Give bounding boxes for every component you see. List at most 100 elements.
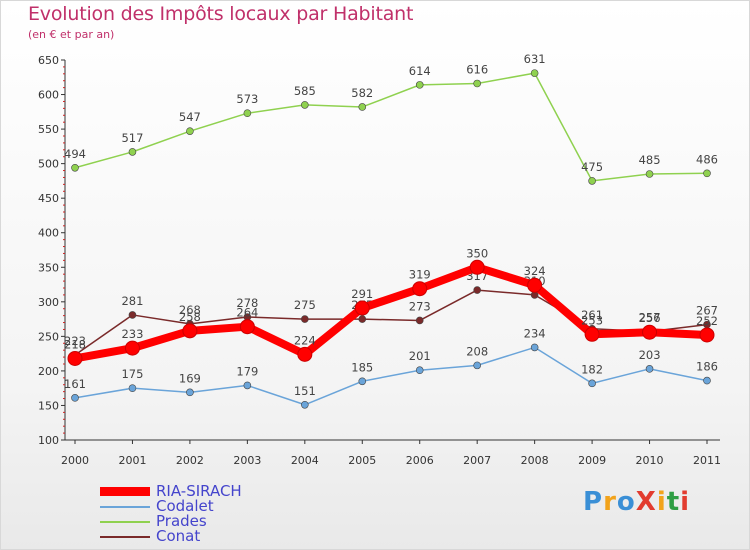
data-label-prades: 485 [639,153,661,167]
series-line-ria-sirach [74,263,708,363]
data-point-ria-sirach [67,350,83,366]
data-point-prades [71,163,79,172]
data-label-ria-sirach: 291 [351,287,373,301]
y-tick-label: 450 [38,192,59,205]
data-label-prades: 573 [236,92,258,106]
x-tick-label: 2010 [636,454,664,467]
data-label-ria-sirach: 264 [236,306,258,320]
data-label-codalet: 182 [581,362,603,376]
data-point-codalet [415,366,424,375]
x-tick-label: 2008 [521,454,549,467]
data-label-conat: 223 [64,334,86,348]
data-label-prades: 517 [121,131,143,145]
data-point-prades [530,69,539,77]
data-point-ria-sirach [699,327,715,343]
y-tick-label: 150 [38,399,59,412]
data-label-conat: 267 [696,304,718,318]
chart-title: Evolution des Impôts locaux par Habitant [28,3,414,25]
x-tick-label: 2003 [233,454,261,467]
legend-swatch-prades [100,521,150,523]
data-point-ria-sirach [354,300,370,316]
x-tick-label: 2004 [291,454,319,467]
logo-letter: r [603,487,617,517]
data-point-conat [473,286,481,294]
data-point-codalet [703,376,711,385]
data-point-prades [588,177,596,185]
logo-letter: i [656,487,667,517]
series-line-conat [74,289,708,356]
data-label-ria-sirach: 258 [179,310,201,324]
data-label-conat: 278 [236,296,258,310]
data-point-ria-sirach [412,281,428,297]
proxiti-logo: ProXiti [583,487,690,517]
data-point-codalet [588,379,596,388]
y-tick-label: 600 [38,89,59,102]
y-tick-label: 100 [38,434,59,447]
logo-letter: P [583,487,604,517]
data-point-prades [415,81,424,89]
data-label-codalet: 208 [466,344,488,358]
data-point-prades [186,127,194,135]
series-line-codalet [74,346,708,406]
legend-label-codalet: Codalet [156,497,214,515]
data-point-prades [358,103,367,111]
data-label-prades: 486 [696,152,718,166]
data-point-codalet [186,388,194,397]
data-point-conat [128,311,137,319]
data-label-codalet: 179 [236,364,258,378]
data-point-prades [645,170,654,178]
data-point-ria-sirach [124,340,140,356]
y-tick-label: 250 [38,330,59,343]
y-tick-label: 300 [38,296,59,309]
data-label-conat: 257 [639,311,661,325]
data-label-prades: 475 [581,160,603,174]
x-tick-label: 2007 [463,454,491,467]
data-point-codalet [243,381,252,390]
x-tick-label: 2000 [61,454,89,467]
y-tick-label: 350 [38,261,59,274]
data-label-conat: 273 [409,299,431,313]
data-point-codalet [530,343,539,352]
data-point-prades [703,169,711,178]
data-label-ria-sirach: 253 [581,313,603,327]
data-point-conat [358,315,367,323]
data-label-prades: 494 [64,147,86,161]
data-label-codalet: 185 [351,360,373,374]
x-tick-label: 2011 [693,454,721,467]
data-point-ria-sirach [527,277,543,293]
data-label-ria-sirach: 252 [696,314,718,328]
data-point-codalet [128,384,137,392]
x-tick-label: 2002 [176,454,204,467]
legend-label-ria-sirach: RIA-SIRACH [156,482,242,500]
y-tick-label: 200 [38,365,59,378]
data-label-codalet: 203 [639,348,661,362]
data-label-ria-sirach: 319 [409,268,431,282]
data-label-ria-sirach: 324 [524,264,546,278]
data-point-ria-sirach [182,323,198,339]
data-point-ria-sirach [297,346,313,362]
data-label-prades: 614 [409,64,431,78]
data-label-prades: 547 [179,110,201,124]
data-point-prades [473,79,481,88]
x-tick-label: 2005 [348,454,376,467]
logo-letter: o [616,487,636,517]
logo-letter: i [680,487,691,517]
logo-letter: X [635,487,657,517]
data-label-prades: 631 [524,52,546,66]
data-point-prades [128,148,137,156]
data-label-ria-sirach: 350 [466,246,488,260]
x-tick-label: 2006 [406,454,434,467]
x-tick-label: 2009 [578,454,606,467]
data-point-codalet [473,361,481,370]
data-point-ria-sirach [239,319,255,335]
chart-subtitle: (en € et par an) [28,28,115,41]
data-label-codalet: 234 [524,326,546,340]
data-point-codalet [301,400,309,409]
data-label-conat: 275 [294,298,316,312]
legend-label-conat: Conat [156,527,201,545]
data-label-ria-sirach: 256 [639,311,661,325]
data-point-ria-sirach [642,324,658,340]
legend-swatch-ria-sirach [100,487,150,496]
y-tick-label: 400 [38,227,59,240]
